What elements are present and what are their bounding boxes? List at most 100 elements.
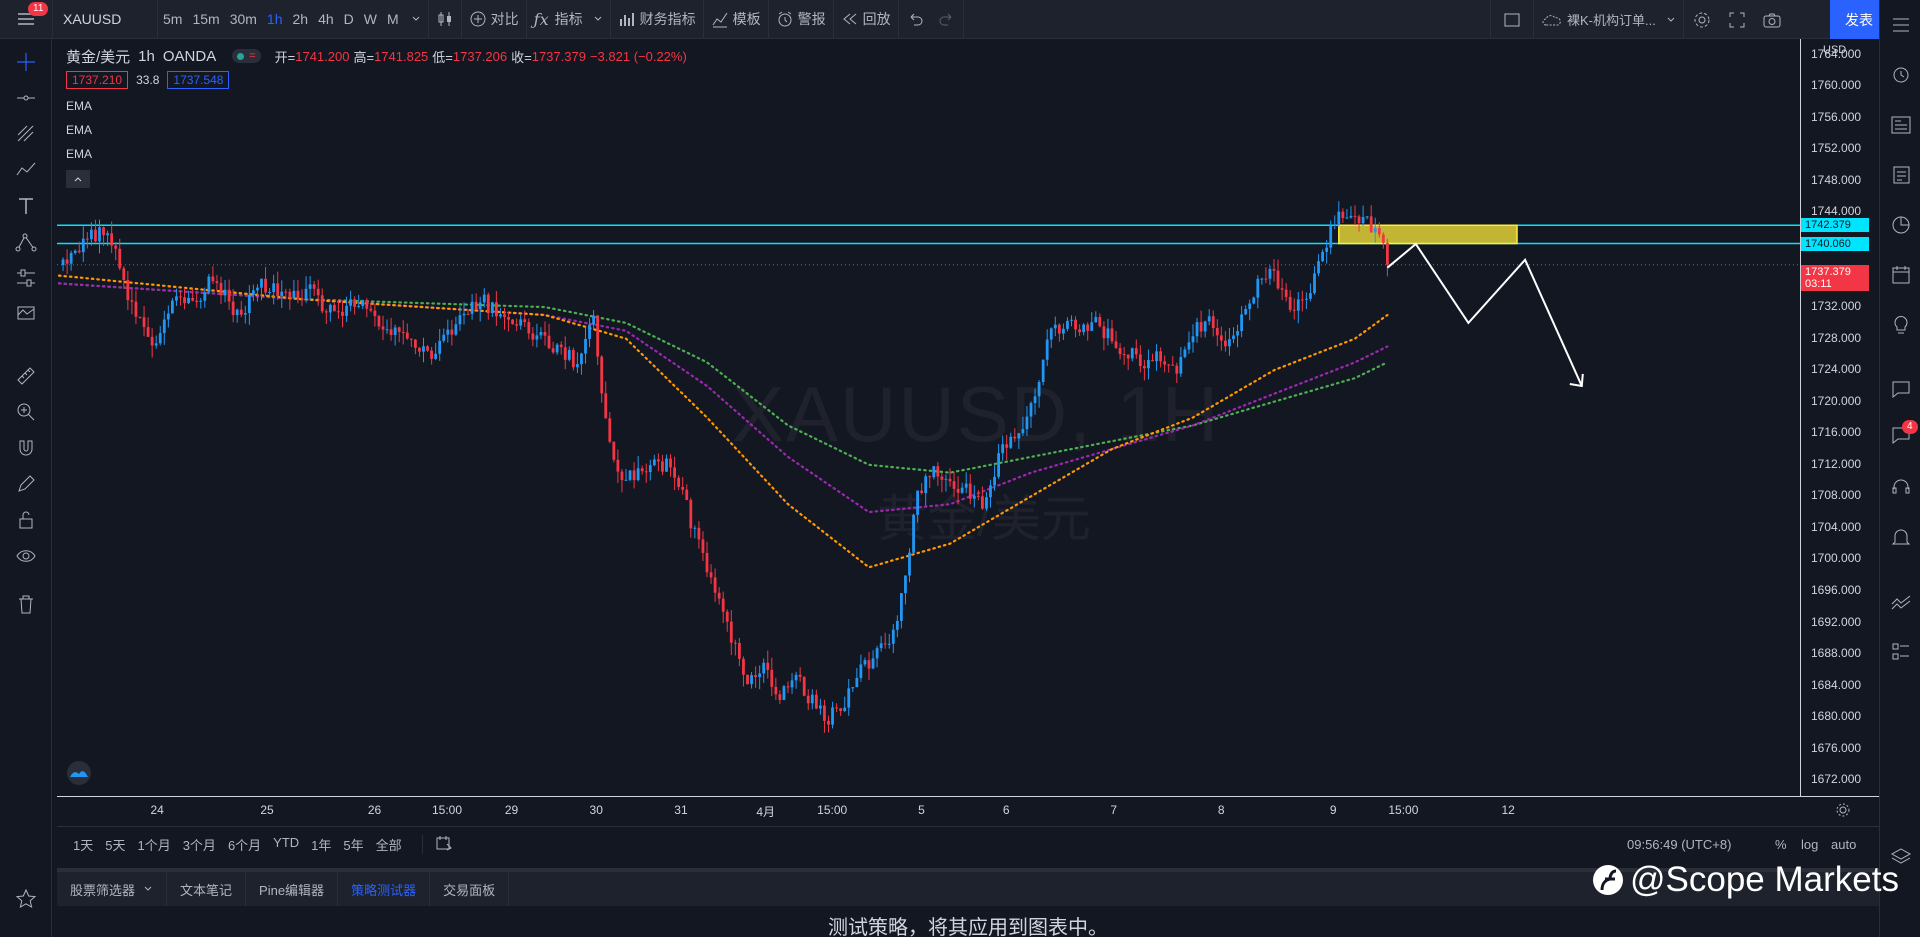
sell-price-button[interactable]: 1737.210: [66, 71, 129, 89]
chart-logo-icon: [67, 761, 91, 785]
fullscreen-button[interactable]: [1720, 0, 1754, 39]
economic-calendar-button[interactable]: [1880, 258, 1920, 292]
axis-settings-icon[interactable]: [1835, 802, 1851, 818]
chats-button[interactable]: 4: [1880, 418, 1920, 452]
candle-body: [859, 664, 863, 678]
interval-15m[interactable]: 15m: [192, 11, 220, 27]
magnet-tool[interactable]: [0, 433, 52, 463]
range-6[interactable]: 1年: [311, 838, 332, 853]
symbol-search[interactable]: XAUUSD: [63, 11, 122, 27]
panel-tab-4[interactable]: 交易面板: [430, 872, 510, 906]
legend-symbol-name[interactable]: 黄金/美元: [66, 48, 131, 66]
log-toggle[interactable]: log: [1801, 837, 1819, 852]
panel-tab-0[interactable]: 股票筛选器: [57, 872, 168, 906]
stay-drawing-tool[interactable]: [0, 469, 52, 499]
chart-style-button[interactable]: [429, 0, 461, 39]
forecast-tool[interactable]: [0, 227, 52, 257]
candle-body: [223, 289, 227, 296]
trend-line-tool[interactable]: [0, 83, 52, 113]
indicators-button[interactable]: ƒx 指标: [527, 0, 610, 39]
layers-button[interactable]: [1880, 840, 1920, 874]
icon-tool[interactable]: [0, 299, 52, 329]
undo-button[interactable]: [899, 0, 931, 39]
depth-button[interactable]: [1880, 585, 1920, 619]
price-axis[interactable]: USD 1764.000 1760.000 1756.000 1752.000 1748…: [1800, 39, 1879, 796]
chart-pane[interactable]: XAUUSD, 1H 黄金/美元: [57, 39, 1800, 796]
interval-2h[interactable]: 2h: [292, 11, 309, 27]
pattern-tool[interactable]: [0, 155, 52, 185]
calendar-goto-icon[interactable]: [421, 835, 453, 854]
bar-chart-icon: [619, 13, 634, 26]
interval-D[interactable]: D: [343, 11, 354, 27]
range-7[interactable]: 5年: [343, 838, 364, 853]
remove-drawings-tool[interactable]: [0, 589, 52, 619]
help-button[interactable]: [1880, 470, 1920, 504]
timezone-clock[interactable]: 09:56:49 (UTC+8): [1627, 837, 1732, 852]
screenshot-button[interactable]: [1754, 0, 1790, 39]
financials-button[interactable]: 财务指标: [611, 0, 703, 39]
compare-button[interactable]: 对比: [462, 0, 526, 39]
range-3[interactable]: 3个月: [182, 838, 216, 853]
panel-tab-1[interactable]: 文本笔记: [167, 872, 247, 906]
fullscreen-select-button[interactable]: [1491, 0, 1533, 39]
ruler-tool[interactable]: [0, 361, 52, 391]
interval-1h[interactable]: 1h: [266, 11, 283, 27]
candle-body: [543, 331, 547, 336]
interval-W[interactable]: W: [363, 11, 377, 27]
auto-toggle[interactable]: auto: [1831, 837, 1857, 852]
price-chart[interactable]: [57, 39, 1800, 796]
favorites-tool[interactable]: [0, 884, 52, 914]
range-4[interactable]: 6个月: [227, 838, 262, 853]
measure-group-tool[interactable]: [0, 263, 52, 293]
news-button[interactable]: [1880, 108, 1920, 142]
hide-drawings-tool[interactable]: [0, 541, 52, 571]
interval-5m[interactable]: 5m: [163, 11, 183, 27]
main-menu-button[interactable]: 11: [0, 0, 52, 39]
ideas-button[interactable]: [1880, 308, 1920, 342]
streams-button[interactable]: [1880, 372, 1920, 406]
range-0[interactable]: 1天: [73, 838, 94, 853]
interval-30m[interactable]: 30m: [229, 11, 257, 27]
notifications-button[interactable]: [1880, 520, 1920, 554]
replay-button[interactable]: 回放: [834, 0, 898, 39]
candle-body: [312, 284, 316, 289]
list-icon: [1892, 18, 1909, 32]
ema-indicator-label[interactable]: EMA: [66, 147, 93, 161]
lock-tool[interactable]: [0, 505, 52, 535]
hotlists-button[interactable]: [1880, 158, 1920, 192]
panel-tab-2[interactable]: Pine编辑器: [246, 872, 339, 906]
percent-toggle[interactable]: %: [1775, 837, 1787, 852]
settings-button[interactable]: [1684, 0, 1720, 39]
interval-M[interactable]: M: [387, 11, 399, 27]
buy-price-button[interactable]: 1737.548: [167, 71, 230, 89]
layout-button[interactable]: 裸K-机构订单...: [1534, 0, 1683, 39]
range-2[interactable]: 1个月: [137, 838, 171, 853]
publish-button[interactable]: 发表: [1830, 0, 1888, 39]
alerts-button[interactable]: [1880, 57, 1920, 91]
zoom-tool[interactable]: [0, 397, 52, 427]
range-1[interactable]: 5天: [105, 838, 126, 853]
ema-indicator-label[interactable]: EMA: [66, 123, 93, 137]
object-tree-button[interactable]: [1880, 635, 1920, 669]
watchlist-button[interactable]: [1880, 8, 1920, 42]
time-axis[interactable]: 24 25 26 15:00 29 30 31 4月 15:00 5 6 7 8 9 15:00 12: [57, 796, 1879, 823]
interval-dropdown[interactable]: [404, 0, 428, 39]
ema-indicator-label[interactable]: EMA: [66, 99, 93, 113]
panel-tab-3[interactable]: 策略测试器: [338, 872, 431, 906]
calendar-button[interactable]: [1880, 208, 1920, 242]
templates-button[interactable]: 模板: [704, 0, 768, 39]
indicators-label: 指标: [554, 11, 583, 27]
redo-button[interactable]: [931, 0, 963, 39]
crosshair-tool[interactable]: [0, 47, 52, 77]
range-8[interactable]: 全部: [375, 838, 402, 853]
candle-body: [932, 466, 936, 478]
collapse-legend-button[interactable]: [66, 170, 90, 188]
fib-tool[interactable]: [0, 119, 52, 149]
interval-4h[interactable]: 4h: [318, 11, 334, 27]
market-status-icon[interactable]: =: [232, 49, 261, 63]
text-tool[interactable]: [0, 191, 52, 221]
candle-body: [187, 297, 190, 304]
alert-button[interactable]: 警报: [769, 0, 833, 39]
candle-body: [794, 674, 798, 681]
range-5[interactable]: YTD: [273, 835, 300, 850]
